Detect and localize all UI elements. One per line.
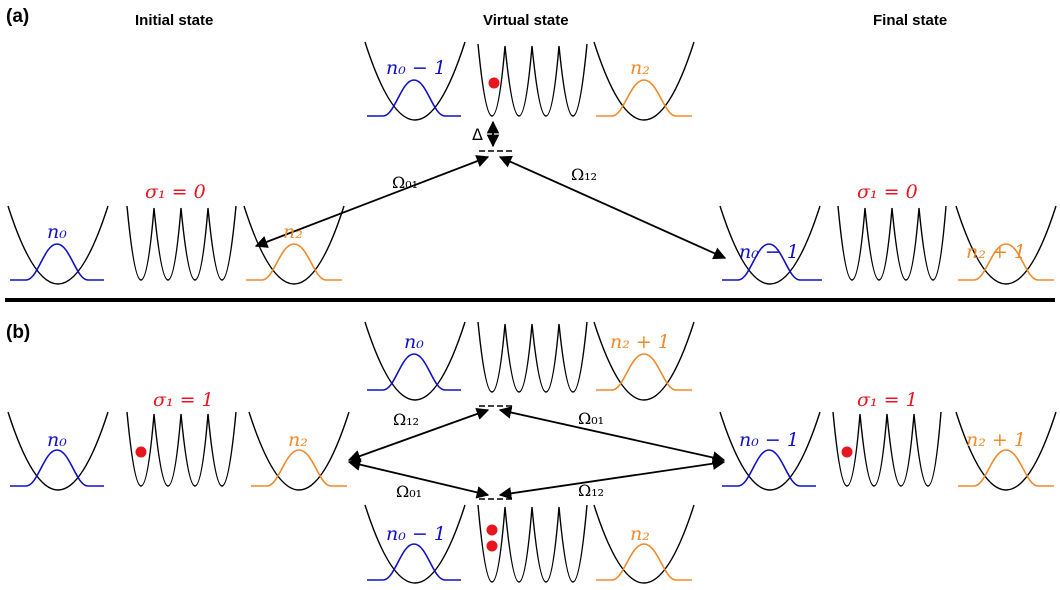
b-omega12-top-label: Ω₁₂ — [393, 410, 419, 429]
panel-b-label: (b) — [6, 322, 30, 343]
b-bot-mode2-wave — [596, 543, 692, 581]
a-virt-atom-dot — [488, 77, 500, 89]
a-virt-harmonic-left — [364, 41, 466, 121]
a-virt-n2-label: n₂ — [630, 57, 650, 79]
a-virt-mode2-wave — [596, 79, 692, 117]
a-final-state-group: n₀ − 1 σ₁ = 0 n₂ + 1 — [719, 181, 1057, 285]
b-omega01-bot-arrow — [347, 458, 490, 499]
b-bot-n2-label: n₂ — [630, 523, 650, 545]
b-top-mode0-wave — [367, 353, 461, 391]
b-top-mode2-wave — [596, 353, 692, 391]
panel-a-label: (a) — [6, 6, 29, 27]
a-virt-lattice — [477, 43, 588, 117]
b-init-n0-label: n₀ — [47, 429, 67, 451]
b-upper-virtual-group: n₀ n₂ + 1 — [364, 321, 695, 401]
b-omega12-bot-arrow — [498, 457, 726, 500]
a-final-sigma-label: σ₁ = 0 — [857, 181, 918, 203]
a-init-sigma-label: σ₁ = 0 — [145, 181, 206, 203]
a-final-mode2-wave — [958, 243, 1054, 281]
b-final-mode2-wave — [958, 449, 1054, 487]
a-final-n2-label: n₂ + 1 — [966, 241, 1026, 263]
b-bot-harmonic-right — [593, 504, 695, 584]
b-initial-state-group: n₀ σ₁ = 1 n₂ — [7, 389, 350, 491]
a-virt-n0-label: n₀ − 1 — [386, 57, 446, 79]
b-top-n0-label: n₀ — [404, 331, 424, 353]
b-bot-n0-label: n₀ − 1 — [386, 523, 446, 545]
a-final-mode0-wave — [722, 243, 822, 281]
b-init-sigma-label: σ₁ = 1 — [153, 389, 214, 411]
a-final-harmonic-right — [955, 205, 1057, 285]
b-init-lattice — [126, 411, 237, 487]
b-init-mode2-wave — [251, 449, 347, 487]
a-init-n0-label: n₀ — [47, 221, 67, 243]
b-top-n2-label: n₂ + 1 — [610, 331, 670, 353]
b-top-harmonic-left — [364, 321, 466, 401]
a-init-harmonic-right — [243, 205, 345, 285]
b-top-harmonic-right — [593, 321, 695, 401]
b-init-harmonic-left — [7, 411, 109, 491]
a-omega12-arrow — [498, 155, 727, 260]
a-final-lattice — [837, 205, 947, 281]
header-initial-state: Initial state — [135, 12, 213, 29]
b-final-n2-label: n₂ + 1 — [966, 429, 1026, 451]
a-omega01-arrow — [254, 155, 490, 248]
a-final-harmonic-left — [719, 205, 821, 285]
b-final-harmonic-right — [955, 411, 1057, 491]
a-virt-mode0-wave — [367, 79, 461, 117]
b-bot-lattice — [477, 504, 588, 583]
b-final-harmonic-left — [719, 411, 821, 491]
a-init-lattice — [126, 205, 237, 281]
b-bot-harmonic-left — [364, 504, 466, 584]
a-initial-state-group: n₀ σ₁ = 0 n₂ — [7, 181, 345, 285]
a-virt-harmonic-right — [593, 41, 695, 121]
b-omega01-bot-label: Ω₀₁ — [396, 482, 422, 501]
a-init-harmonic-left — [7, 205, 109, 285]
header-final-state: Final state — [873, 12, 947, 29]
a-virtual-state-group: n₀ − 1 n₂ — [364, 41, 695, 121]
b-bot-atom-dot-2 — [486, 540, 498, 552]
a-init-mode0-wave — [10, 243, 104, 281]
b-init-atom-dot — [135, 446, 147, 458]
a-delta-label: Δ — [472, 125, 483, 144]
b-final-state-group: n₀ − 1 σ₁ = 1 n₂ + 1 — [719, 389, 1057, 491]
a-omega01-label: Ω₀₁ — [392, 173, 418, 192]
b-bot-atom-dot-1 — [486, 524, 498, 536]
b-final-mode0-wave — [722, 449, 816, 487]
b-final-n0-label: n₀ − 1 — [739, 429, 799, 451]
b-init-mode0-wave — [10, 449, 104, 487]
b-init-n2-label: n₂ — [288, 429, 308, 451]
b-final-sigma-label: σ₁ = 1 — [857, 389, 918, 411]
b-bot-mode0-wave — [367, 543, 461, 581]
b-final-atom-dot — [841, 446, 853, 458]
b-omega01-top-label: Ω₀₁ — [578, 409, 604, 428]
a-init-mode2-wave — [246, 243, 342, 281]
a-omega12-label: Ω₁₂ — [571, 165, 597, 184]
b-lower-virtual-group: n₀ − 1 n₂ — [364, 504, 695, 584]
b-top-lattice — [477, 321, 588, 393]
header-virtual-state: Virtual state — [483, 12, 569, 29]
a-final-n0-label: n₀ − 1 — [739, 241, 799, 263]
b-init-harmonic-right — [248, 411, 350, 491]
b-final-lattice — [832, 411, 942, 487]
b-omega01-top-arrow — [498, 406, 726, 464]
a-init-n2-label: n₂ — [283, 221, 303, 243]
b-omega12-top-arrow — [347, 407, 490, 463]
b-omega12-bot-label: Ω₁₂ — [578, 481, 604, 500]
